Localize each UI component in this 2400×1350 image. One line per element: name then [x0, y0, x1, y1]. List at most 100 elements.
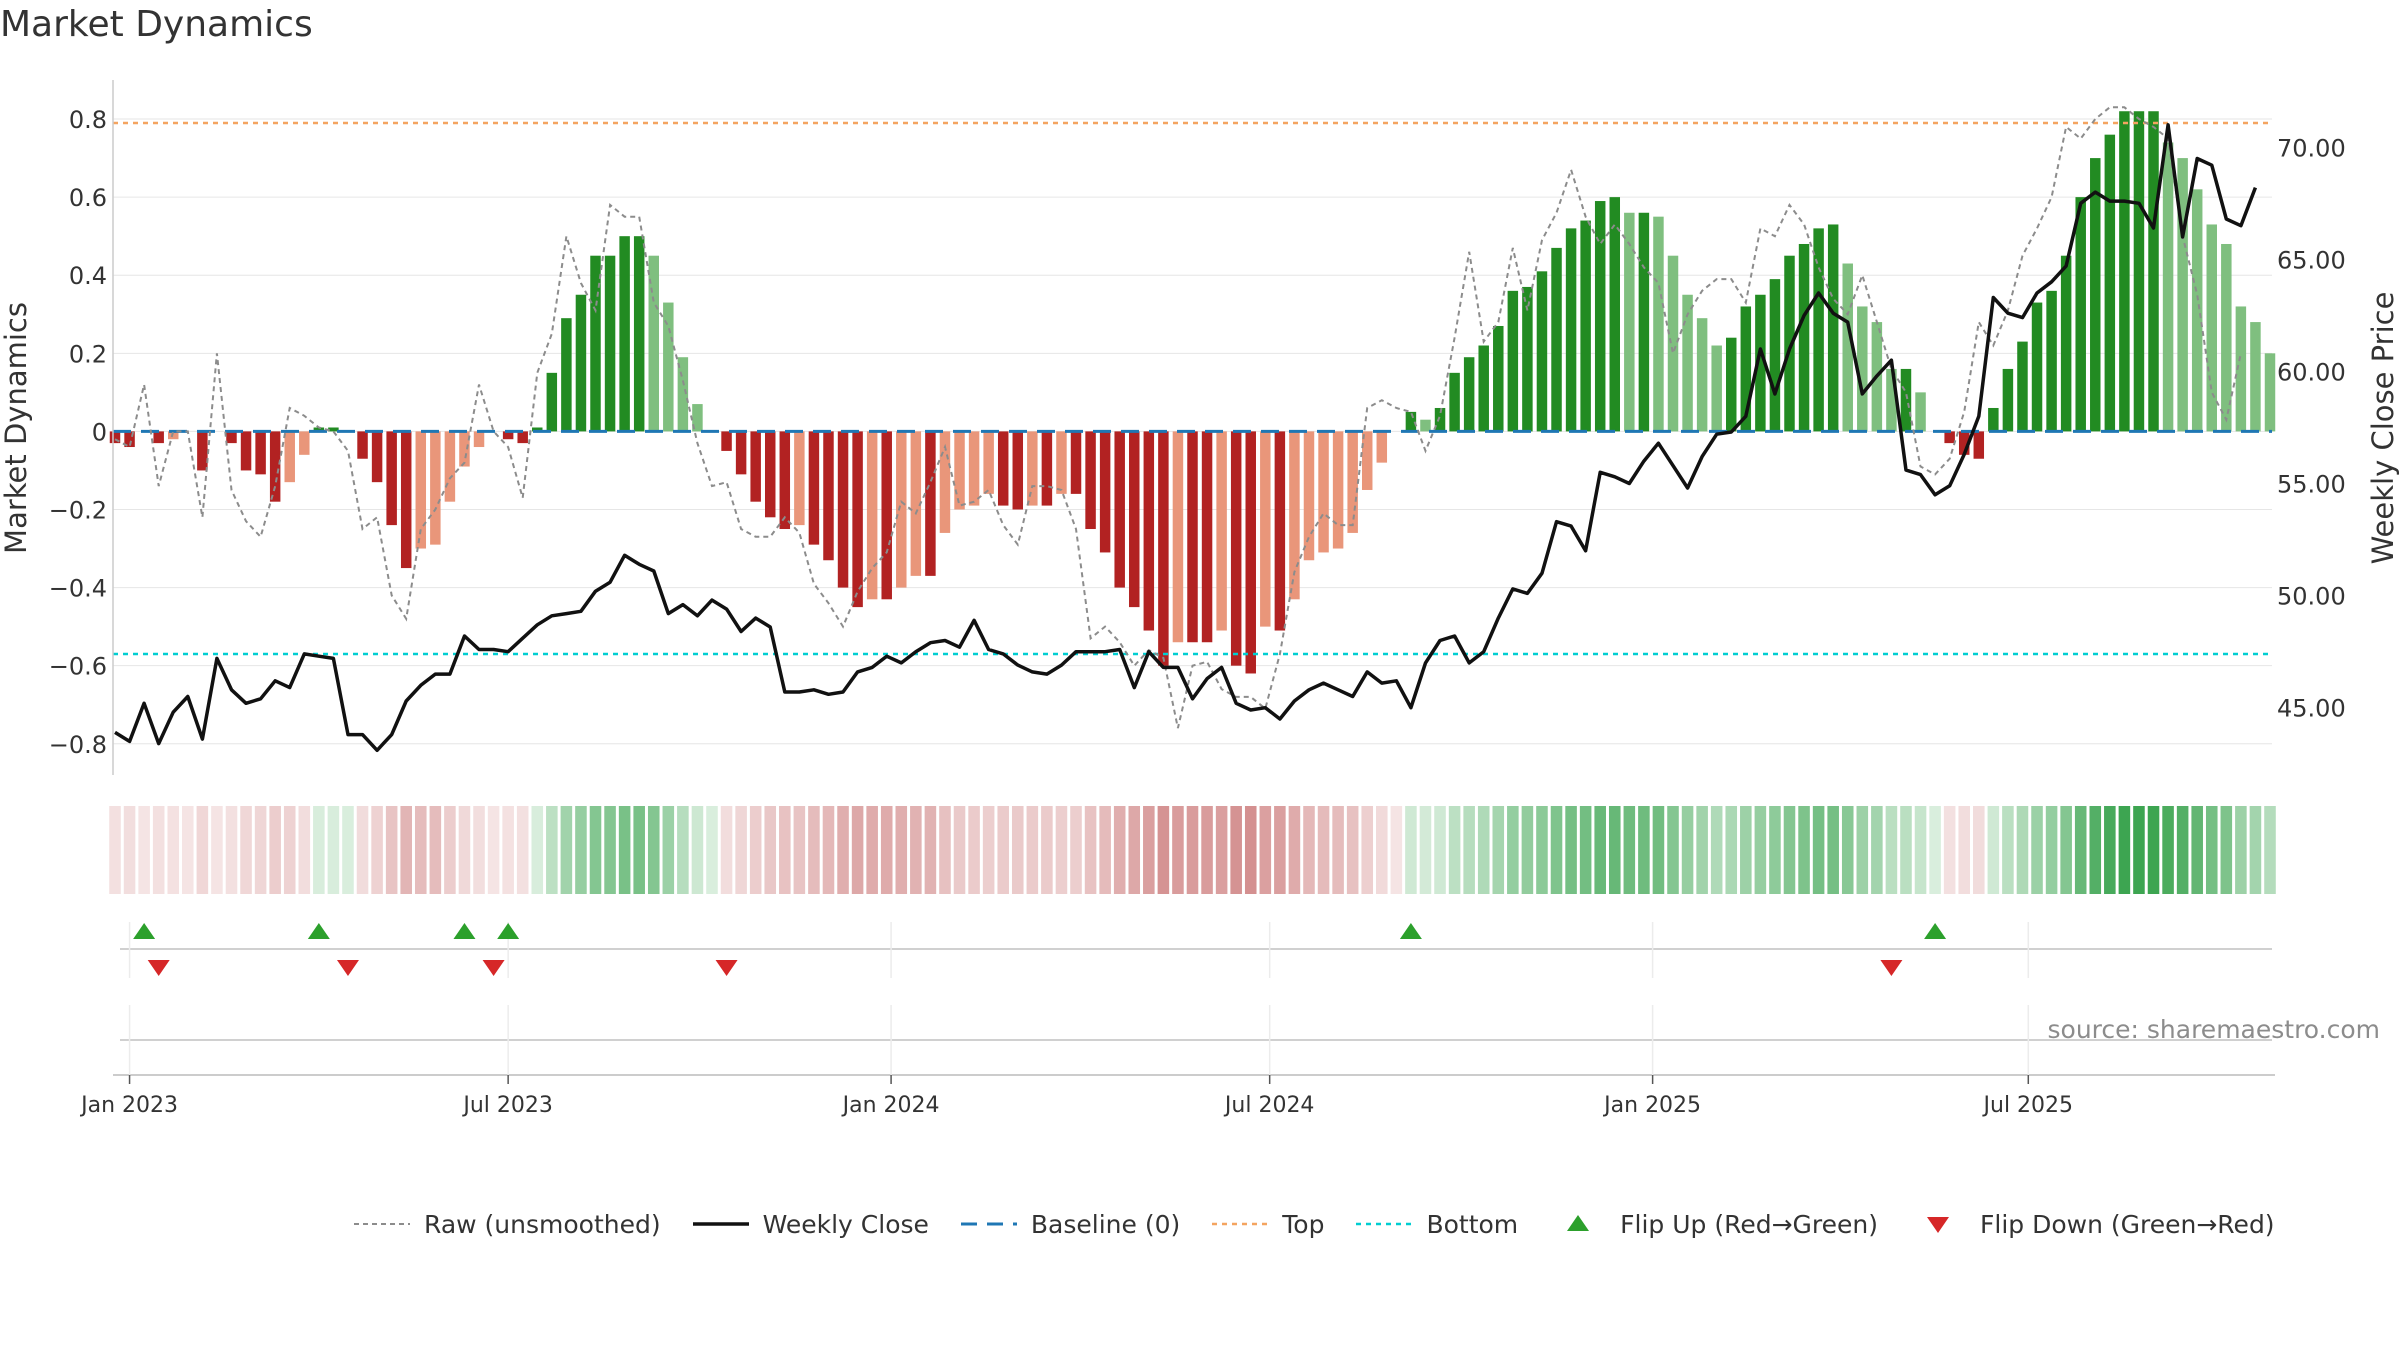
raw-line: [114, 106, 2242, 729]
state-cell: [444, 806, 456, 894]
state-cell: [313, 806, 325, 894]
dynamics-bar: [299, 431, 310, 455]
state-cell: [1579, 806, 1592, 894]
state-cell: [138, 806, 150, 894]
state-cell: [2089, 806, 2102, 894]
state-cell: [982, 806, 995, 894]
state-cell: [400, 806, 412, 894]
dynamics-bar: [1973, 431, 1985, 459]
dynamics-bar: [1711, 345, 1722, 432]
legend-item-raw: Raw (unsmoothed): [352, 1209, 661, 1239]
state-cell: [1681, 806, 1694, 894]
state-cell: [327, 806, 340, 894]
dynamics-bar: [1478, 345, 1489, 432]
state-cell: [1172, 806, 1184, 894]
dynamics-bar: [1463, 357, 1475, 432]
dynamics-bar: [1900, 368, 1912, 432]
state-cell: [1725, 806, 1738, 894]
state-cell: [546, 806, 558, 894]
state-cell: [1914, 806, 1927, 894]
state-cell: [1841, 806, 1854, 894]
dynamics-bar: [2046, 290, 2057, 432]
dynamics-bar: [546, 372, 558, 432]
state-cell: [2031, 806, 2043, 894]
dynamics-bar: [1667, 255, 1679, 432]
state-cell: [779, 806, 791, 894]
state-cell: [123, 806, 136, 894]
state-cell: [458, 806, 471, 894]
flip-down-marker: [336, 960, 359, 976]
state-cell: [1041, 806, 1053, 894]
dynamics-bar: [1594, 201, 1606, 432]
dynamics-bar: [1347, 431, 1358, 533]
dynamics-bar: [1449, 372, 1460, 432]
dynamics-bar: [2162, 142, 2174, 432]
flip-up-marker: [453, 923, 476, 939]
state-cell: [924, 806, 937, 894]
legend-label: Weekly Close: [762, 1209, 929, 1239]
state-cell: [240, 806, 252, 894]
dynamics-bar: [881, 431, 892, 600]
dynamics-bar: [430, 431, 441, 545]
dynamics-bar: [1493, 325, 1504, 432]
state-cell: [2118, 806, 2131, 894]
dynamics-bar: [939, 431, 951, 533]
dynamics-bar: [400, 431, 412, 569]
state-cell: [2104, 806, 2116, 894]
state-cell: [254, 806, 267, 894]
dynamics-bar: [517, 431, 528, 444]
state-cell: [764, 806, 777, 894]
state-cell: [1463, 806, 1475, 894]
dynamics-bar: [153, 431, 164, 444]
state-cell: [735, 806, 747, 894]
chart-legend: Raw (unsmoothed) Weekly Close Baseline (0)…: [352, 1204, 2305, 1244]
dynamics-bar: [269, 431, 281, 502]
dynamics-bar: [648, 255, 659, 432]
legend-item-close: Weekly Close: [691, 1209, 929, 1239]
state-cell: [1259, 806, 1272, 894]
dynamics-bar: [2177, 158, 2188, 432]
dynamics-bar: [1740, 306, 1752, 432]
dynamics-bar: [1624, 212, 1635, 432]
y-left-tick-label: 0.2: [69, 340, 107, 368]
dynamics-bar: [1361, 431, 1373, 490]
reference-lines: [113, 121, 2272, 656]
dynamics-bar: [1158, 431, 1169, 666]
state-cell: [1332, 806, 1344, 894]
x-tick-label: Jul 2024: [1223, 1093, 1315, 1118]
state-cell: [1011, 806, 1024, 894]
state-cell: [1434, 806, 1446, 894]
dynamics-bar: [532, 427, 543, 432]
state-cell: [1740, 806, 1752, 894]
legend-item-baseline: Baseline (0): [959, 1209, 1180, 1239]
dynamics-bar: [823, 431, 834, 561]
state-cell: [1419, 806, 1432, 894]
state-cell: [560, 806, 573, 894]
state-cell: [196, 806, 209, 894]
dynamics-bar: [1260, 431, 1271, 627]
flip-up-marker: [133, 923, 156, 939]
dynamics-bar: [1172, 431, 1184, 643]
dynamics-bar: [2206, 224, 2217, 432]
state-cell: [1157, 806, 1170, 894]
dynamics-bar: [357, 431, 368, 459]
y-left-tick-label: −0.4: [49, 575, 107, 603]
state-cell: [1346, 806, 1359, 894]
dynamics-bar: [1944, 431, 1955, 444]
state-cell: [516, 806, 529, 894]
y-axis-left-label: Market Dynamics: [0, 302, 33, 554]
state-cell: [589, 806, 602, 894]
state-cell: [1638, 806, 1650, 894]
state-cell: [2205, 806, 2218, 894]
state-cell: [1070, 806, 1082, 894]
dynamics-bar: [1755, 294, 1766, 432]
state-cell: [1783, 806, 1796, 894]
state-cell: [1667, 806, 1679, 894]
state-cell: [880, 806, 893, 894]
state-cell: [356, 806, 369, 894]
state-cell: [1812, 806, 1825, 894]
dynamics-bar: [2235, 306, 2247, 432]
dynamics-bar: [750, 431, 761, 502]
flip-up-marker: [307, 923, 330, 939]
state-cell: [720, 806, 733, 894]
